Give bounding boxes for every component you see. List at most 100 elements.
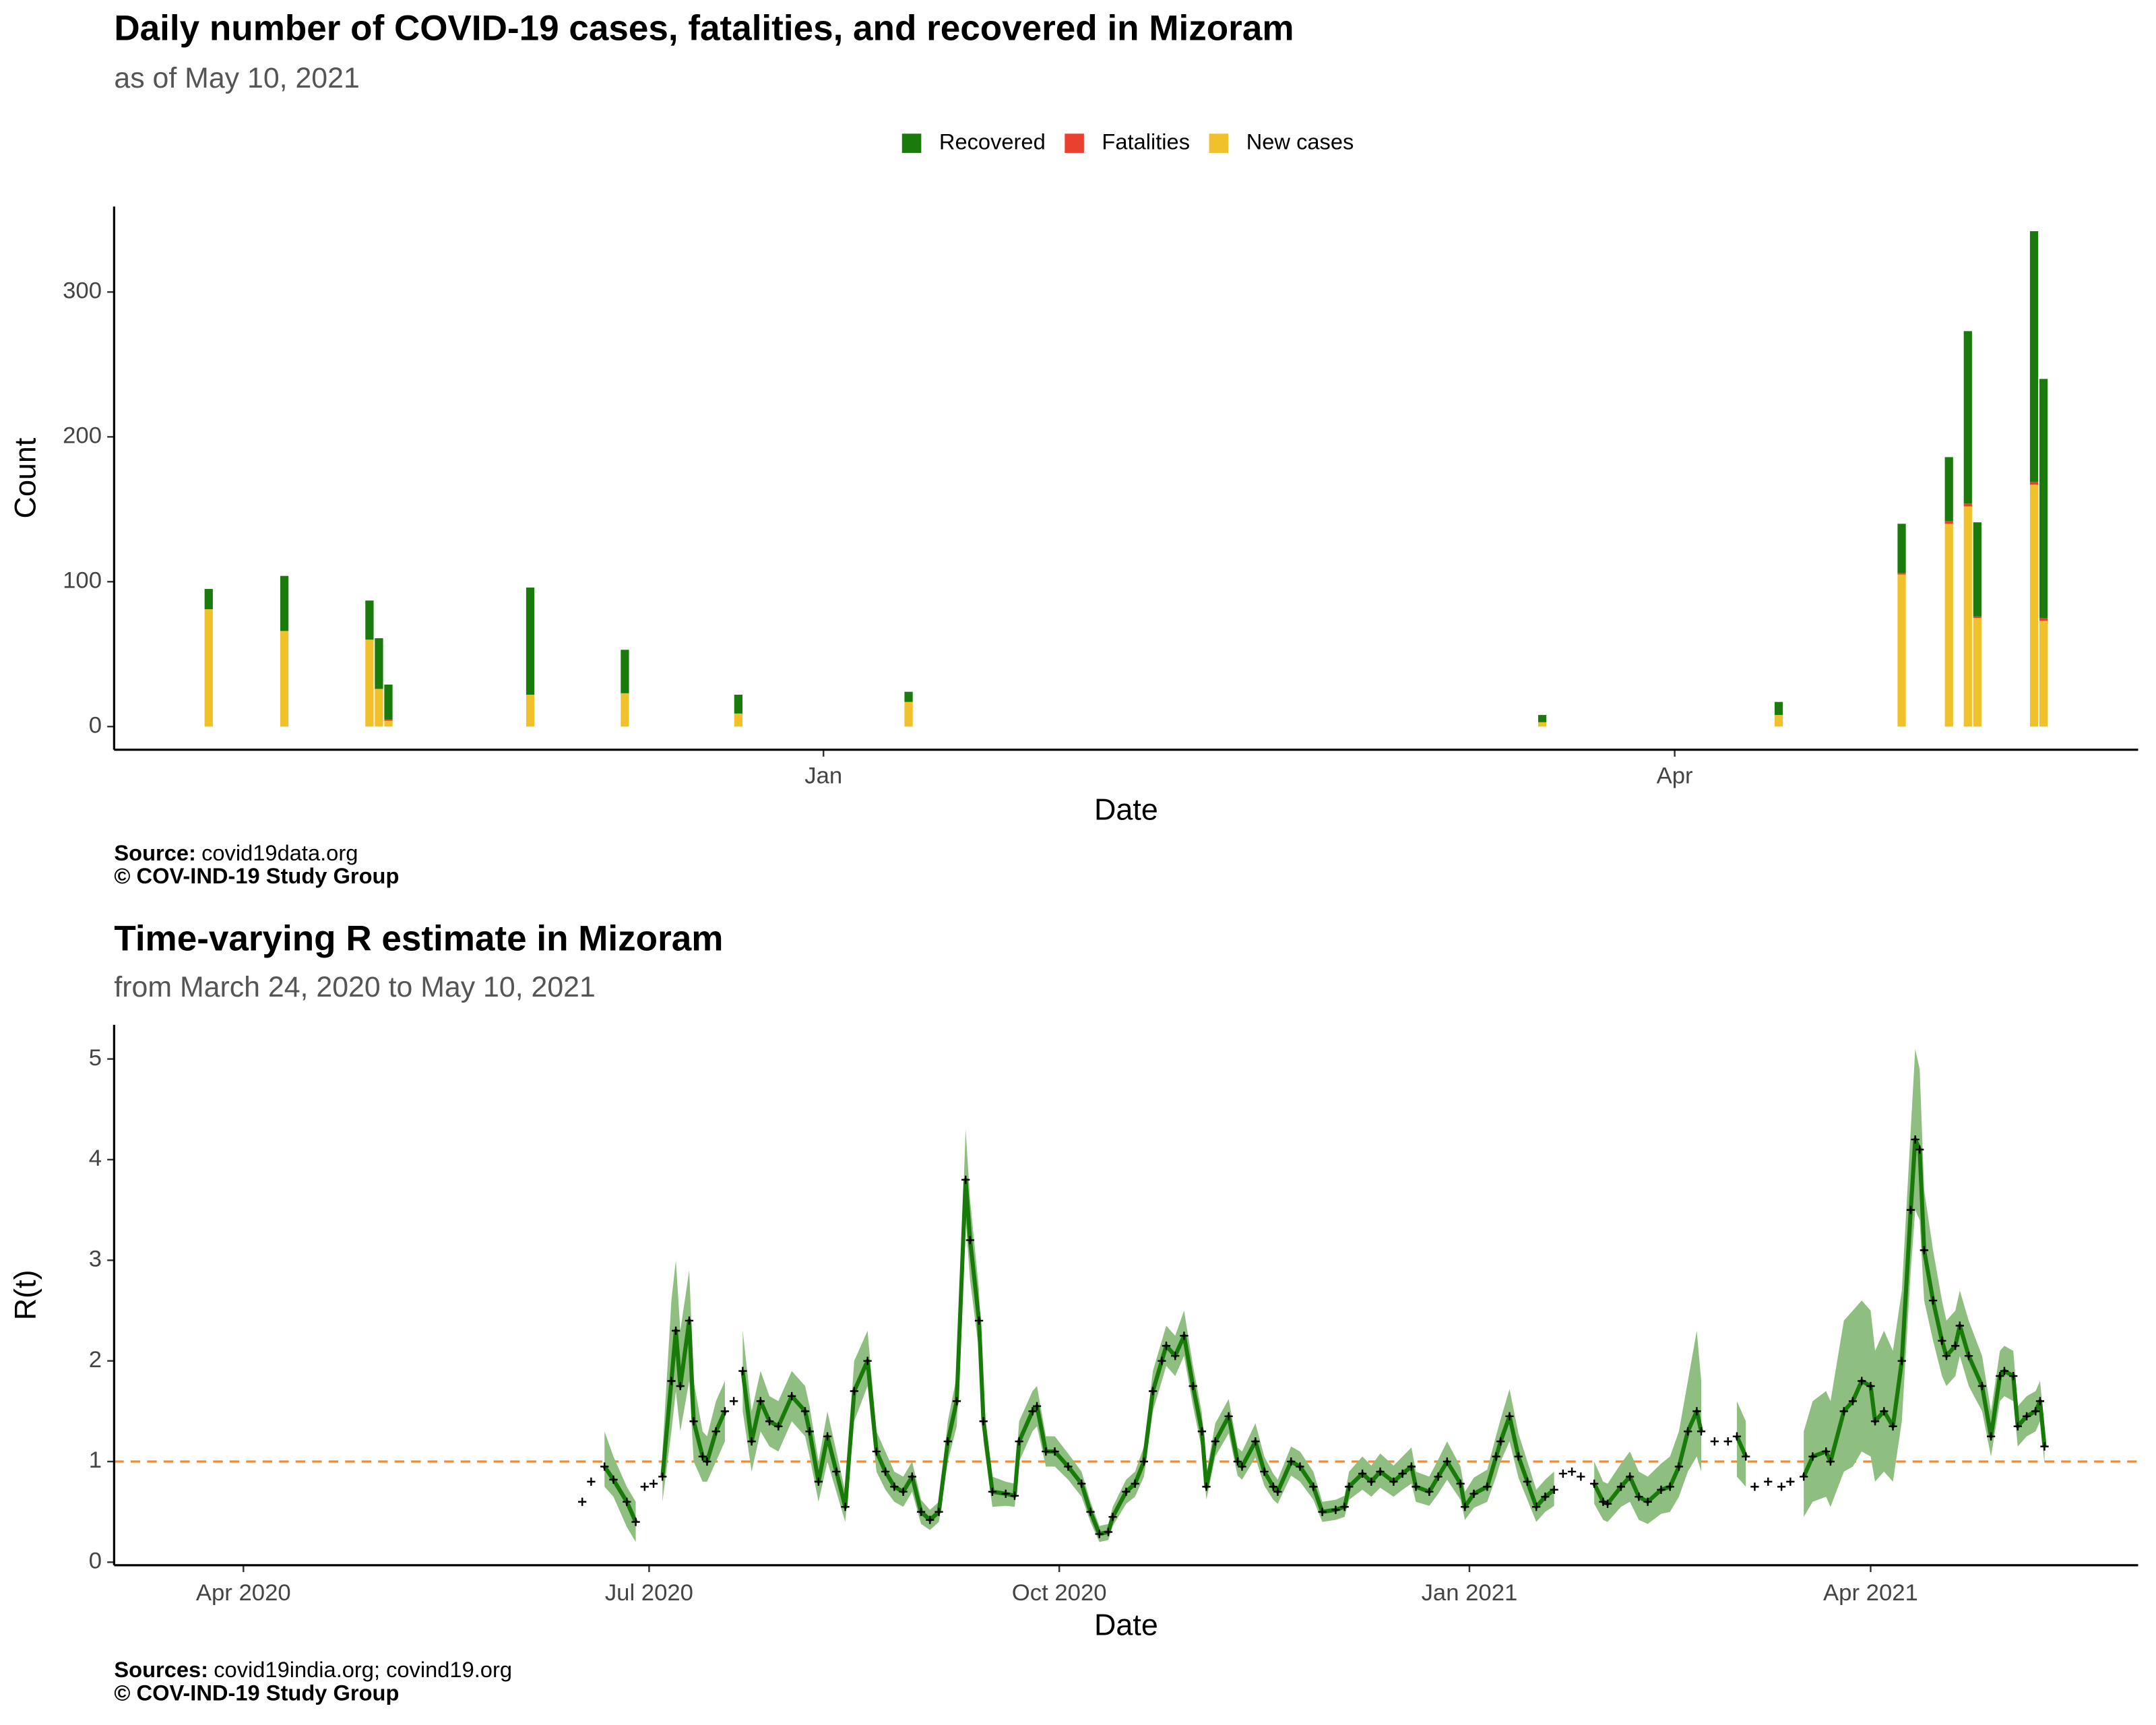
point	[1251, 1437, 1260, 1446]
bar-segment	[204, 589, 213, 610]
bar-segment	[2039, 621, 2048, 727]
point	[1318, 1507, 1327, 1516]
bar-segment	[1963, 506, 1972, 727]
point	[1412, 1482, 1420, 1491]
point	[1986, 1432, 1996, 1441]
point	[1786, 1477, 1795, 1486]
point	[1603, 1499, 1612, 1508]
bar-segment	[1897, 574, 1906, 727]
point	[1171, 1352, 1180, 1360]
point	[1456, 1479, 1465, 1488]
point	[765, 1417, 774, 1426]
y-tick-label: 4	[89, 1146, 102, 1171]
point	[1777, 1482, 1786, 1491]
point	[814, 1477, 823, 1486]
point	[1839, 1407, 1848, 1416]
point	[881, 1467, 890, 1476]
bar-segment	[1537, 722, 1547, 727]
bar-segment	[734, 694, 743, 714]
source-note: Sources: covid19india.org; covind19.org	[114, 1657, 512, 1682]
point	[1260, 1467, 1269, 1476]
point	[685, 1316, 694, 1325]
point	[1095, 1530, 1104, 1538]
y-axis-title: Count	[8, 437, 42, 518]
point	[1238, 1462, 1246, 1471]
bar-segment	[2029, 231, 2039, 482]
point	[1723, 1437, 1732, 1446]
point	[899, 1487, 908, 1496]
point	[1407, 1462, 1416, 1471]
point	[609, 1475, 618, 1484]
point	[756, 1397, 765, 1406]
point	[689, 1417, 698, 1426]
bar-segment	[904, 701, 913, 727]
point	[1331, 1505, 1340, 1514]
confidence-band	[604, 1431, 636, 1542]
bar-segment	[734, 713, 743, 727]
point	[841, 1503, 850, 1511]
point	[1550, 1485, 1558, 1494]
bar-segment	[2029, 481, 2039, 485]
r-line	[602, 1465, 638, 1523]
r-line	[660, 1318, 727, 1477]
point	[988, 1487, 997, 1496]
legend-swatch	[1209, 133, 1229, 153]
source-label: Source:	[114, 840, 196, 865]
bar-segment	[384, 684, 393, 720]
y-tick-label: 5	[89, 1045, 102, 1071]
x-tick-label: Apr 2021	[1823, 1580, 1918, 1606]
y-tick-label: 1	[89, 1447, 102, 1473]
point	[2022, 1412, 2031, 1420]
point	[1514, 1452, 1523, 1461]
point	[1635, 1493, 1643, 1501]
point	[623, 1497, 631, 1506]
y-tick-label: 2	[89, 1347, 102, 1373]
r-line	[1802, 1137, 2047, 1478]
point	[730, 1397, 738, 1406]
point	[1273, 1487, 1282, 1496]
point	[1870, 1417, 1880, 1426]
point	[1376, 1467, 1385, 1476]
point	[1122, 1487, 1131, 1496]
x-tick-label: Apr	[1657, 763, 1693, 789]
point	[805, 1427, 814, 1436]
bar-segment	[1944, 521, 1953, 524]
bar-segment	[904, 691, 913, 702]
bar-segment	[1944, 457, 1953, 522]
bar-segment	[365, 639, 374, 727]
point	[863, 1356, 872, 1365]
point	[1032, 1402, 1042, 1410]
r-line	[740, 1177, 1556, 1536]
point	[1224, 1412, 1233, 1420]
point	[1086, 1507, 1095, 1516]
chart-title: Daily number of COVID-19 cases, fataliti…	[114, 8, 1294, 48]
point	[1732, 1432, 1742, 1441]
point	[1590, 1479, 1599, 1488]
point	[1398, 1469, 1407, 1478]
y-tick-label: 3	[89, 1246, 102, 1272]
point	[587, 1477, 596, 1486]
point	[1028, 1407, 1037, 1416]
point	[1558, 1469, 1567, 1478]
point	[1710, 1437, 1719, 1446]
legend-label: Fatalities	[1102, 129, 1190, 154]
point	[1483, 1482, 1492, 1491]
point	[1643, 1497, 1652, 1506]
y-tick-label: 0	[89, 1548, 102, 1574]
point	[979, 1417, 988, 1426]
point	[1577, 1472, 1585, 1481]
point	[2013, 1422, 2022, 1431]
point	[1202, 1482, 1211, 1491]
point	[1906, 1205, 1915, 1214]
point	[2009, 1371, 2018, 1381]
legend-swatch	[1065, 133, 1084, 153]
point	[1309, 1482, 1318, 1491]
bar-segment	[1774, 701, 1783, 716]
point	[703, 1457, 711, 1466]
source-text: covid19india.org; covind19.org	[214, 1657, 512, 1682]
source-label: Sources:	[114, 1657, 208, 1682]
y-tick-label: 200	[63, 422, 102, 448]
y-axis-title: R(t)	[8, 1269, 42, 1320]
x-tick-label: Jan 2021	[1422, 1580, 1518, 1606]
point	[1800, 1472, 1808, 1481]
